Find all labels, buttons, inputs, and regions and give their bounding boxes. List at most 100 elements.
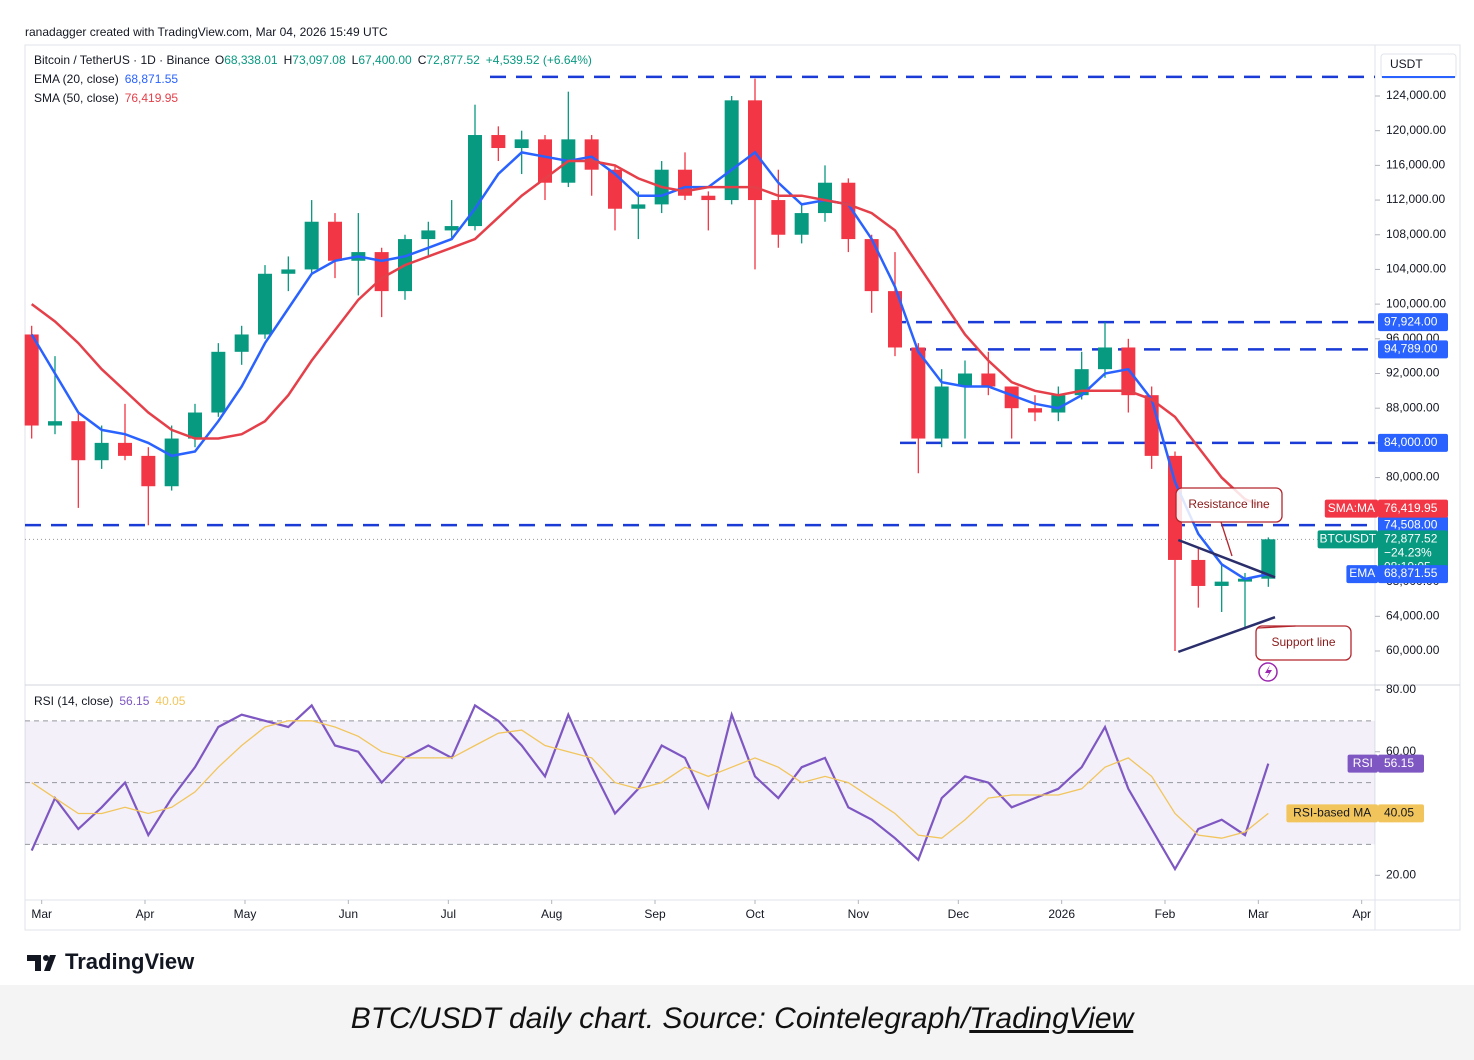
candle-body (888, 291, 902, 348)
y-tick-label: 80,000.00 (1386, 470, 1440, 484)
x-tick-label: Jun (339, 907, 358, 921)
candle-body (1191, 559, 1206, 586)
brand: TradingView (65, 949, 195, 974)
caption-link[interactable]: TradingView (969, 1002, 1135, 1035)
candle-body (48, 421, 62, 426)
x-tick-label: Dec (948, 907, 969, 921)
rsi-line (31, 720, 1269, 839)
level-tag-label: 84,000.00 (1384, 435, 1438, 449)
currency: USDT (1390, 57, 1423, 71)
price-tag-value: 76,419.95 (1384, 501, 1438, 515)
x-tick-label: Mar (1248, 907, 1269, 921)
candle-body (1261, 539, 1276, 579)
candle-body (701, 195, 716, 201)
legend-symbol: Bitcoin / TetherUS · 1D · Binance (34, 53, 210, 67)
candle-body (1098, 347, 1112, 370)
candle-body (444, 226, 459, 231)
legend-ohlc-value: 72,877.52 (426, 53, 480, 67)
candle-body (258, 273, 272, 335)
y-tick-label: 64,000.00 (1386, 608, 1440, 622)
candle-body (958, 373, 972, 387)
rsi-legend: RSI (14, close) 56.15 40.05 (34, 694, 186, 708)
y-tick-label: 88,000.00 (1386, 400, 1440, 414)
attribution: ranadagger created with TradingView.com,… (25, 25, 388, 39)
price-tag-name-box (1346, 565, 1378, 584)
candle-body (281, 269, 296, 274)
level-tag (1378, 313, 1448, 332)
candle-body (1051, 395, 1066, 413)
candle-body (328, 221, 342, 261)
x-tick-label: Apr (1352, 907, 1371, 921)
candle-body (304, 221, 319, 270)
candle-body (1121, 347, 1136, 396)
legend-ohlc-key: C (418, 53, 427, 67)
rsi-tag-name-box (1347, 754, 1378, 773)
candle-body (771, 200, 786, 235)
candle-body (1074, 369, 1089, 396)
candle-body (94, 442, 109, 461)
rsi-legend-title: RSI (14, close) (34, 694, 113, 708)
candle-body (468, 135, 482, 227)
x-tick-label: May (234, 907, 257, 921)
y-tick-label: 92,000.00 (1386, 366, 1440, 380)
rsi-legend-value: 56.15 (119, 694, 149, 708)
candle-body (538, 139, 552, 183)
rsi-tag-name-box (1286, 804, 1378, 823)
y-tick-label: 112,000.00 (1386, 192, 1445, 206)
legend-change: +4,539.52 (+6.64%) (486, 53, 592, 67)
legend-series: SMA (50, close) 76,419.95 (34, 91, 178, 105)
x-tick-label: Aug (541, 907, 562, 921)
legend-series: EMA (20, close) 68,871.55 (34, 72, 178, 86)
price-tag-box (1378, 530, 1448, 577)
annotation-pointer (1257, 625, 1296, 629)
x-tick-label: Sep (644, 907, 666, 921)
candle-body (211, 351, 226, 413)
rsi-y-tick-label: 60.00 (1386, 744, 1416, 758)
candle-body (118, 442, 132, 456)
legend-ohlc-value: 73,097.08 (292, 53, 346, 67)
price-tag-name-box (1317, 530, 1378, 549)
level-tag-label: 94,789.00 (1384, 341, 1438, 355)
caption-text: BTC/USDT daily chart. Source: Cointelegr… (351, 1002, 972, 1035)
y-tick-label: 108,000.00 (1386, 227, 1446, 241)
rsi-line (30, 703, 1270, 872)
candle-body (1004, 386, 1019, 409)
y-tick-label: 120,000.00 (1386, 123, 1446, 137)
candle-body (1168, 455, 1182, 560)
ma-line (30, 150, 1269, 581)
candle-body (1028, 408, 1042, 413)
annotation-label: Support line (1271, 635, 1335, 649)
candle-body (164, 438, 179, 487)
candle-body (841, 182, 856, 240)
price-tag-name: SMA:MA (1328, 501, 1375, 515)
y-tick-label: 60,000.00 (1386, 643, 1440, 657)
candle-body (374, 252, 389, 292)
candle-body (584, 139, 599, 170)
x-tick-label: Feb (1155, 907, 1176, 921)
caption: BTC/USDT daily chart. Source: Cointelegr… (351, 1002, 1136, 1035)
rsi-tag-name: RSI-based MA (1293, 806, 1371, 820)
level-tag-label: 97,924.00 (1384, 314, 1438, 328)
legend-series-value: 76,419.95 (125, 91, 179, 105)
rsi-tag-value: 40.05 (1384, 806, 1414, 820)
level-tag-label: 74,508.00 (1384, 517, 1438, 531)
legend-ohlc-key: O (215, 53, 224, 67)
candle-body (794, 213, 809, 235)
price-tag-value: 68,871.55 (1384, 566, 1438, 580)
price-tag-name: EMA (1349, 566, 1375, 580)
annotation-label: Resistance line (1188, 497, 1270, 511)
alert-bolt (1265, 665, 1272, 679)
price-tag-name: BTCUSDT (1319, 531, 1376, 545)
candle-body (981, 373, 996, 387)
y-tick-label: 100,000.00 (1386, 296, 1446, 310)
x-tick-label: Oct (746, 907, 765, 921)
rsi-tag-box (1378, 754, 1424, 773)
rsi-y-tick-label: 80.00 (1386, 682, 1416, 696)
y-tick-label: 104,000.00 (1386, 262, 1446, 276)
legend-series-name: EMA (20, close) (34, 72, 119, 86)
caption-band (0, 985, 1474, 1060)
rsi-y-tick-label: 20.00 (1386, 867, 1416, 881)
ma-line (30, 159, 1269, 510)
rsi-tag-box (1378, 804, 1424, 823)
candle-body (24, 334, 39, 426)
